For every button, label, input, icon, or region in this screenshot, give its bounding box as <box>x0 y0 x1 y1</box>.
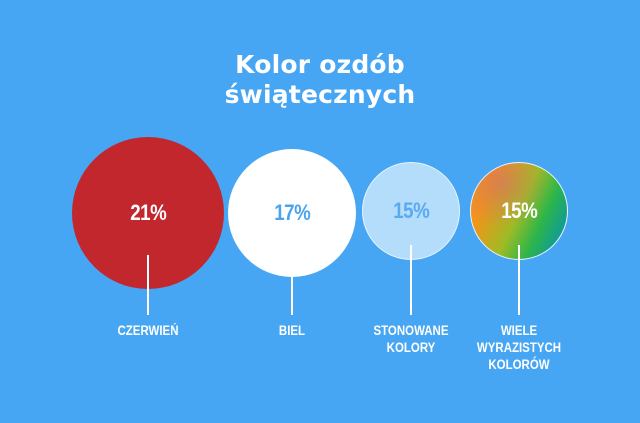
bubble-muted: 15% <box>362 162 460 260</box>
bubble-white: 17% <box>228 149 356 277</box>
bubble-value: 21% <box>129 200 167 225</box>
bubble-label-white: BIEL <box>278 323 306 338</box>
bubble-label-multicolor: WIELE WYRAZISTYCH KOLORÓW <box>476 323 562 372</box>
bubble-value: 15% <box>392 198 430 223</box>
bubble-value: 17% <box>273 200 311 225</box>
connector-line <box>518 245 520 315</box>
connector-line <box>291 277 293 315</box>
chart-title: Kolor ozdób świątecznych <box>0 50 640 110</box>
connector-line <box>410 245 412 315</box>
title-line-1: Kolor ozdób <box>235 50 405 79</box>
bubble-multicolor: 15% <box>470 162 568 260</box>
bubble-value: 15% <box>500 198 538 223</box>
connector-line <box>147 255 149 315</box>
bubble-label-muted: STONOWANE KOLORY <box>373 323 449 355</box>
bubble-label-red: CZERWIEŃ <box>117 323 179 338</box>
title-line-2: świątecznych <box>224 80 416 109</box>
